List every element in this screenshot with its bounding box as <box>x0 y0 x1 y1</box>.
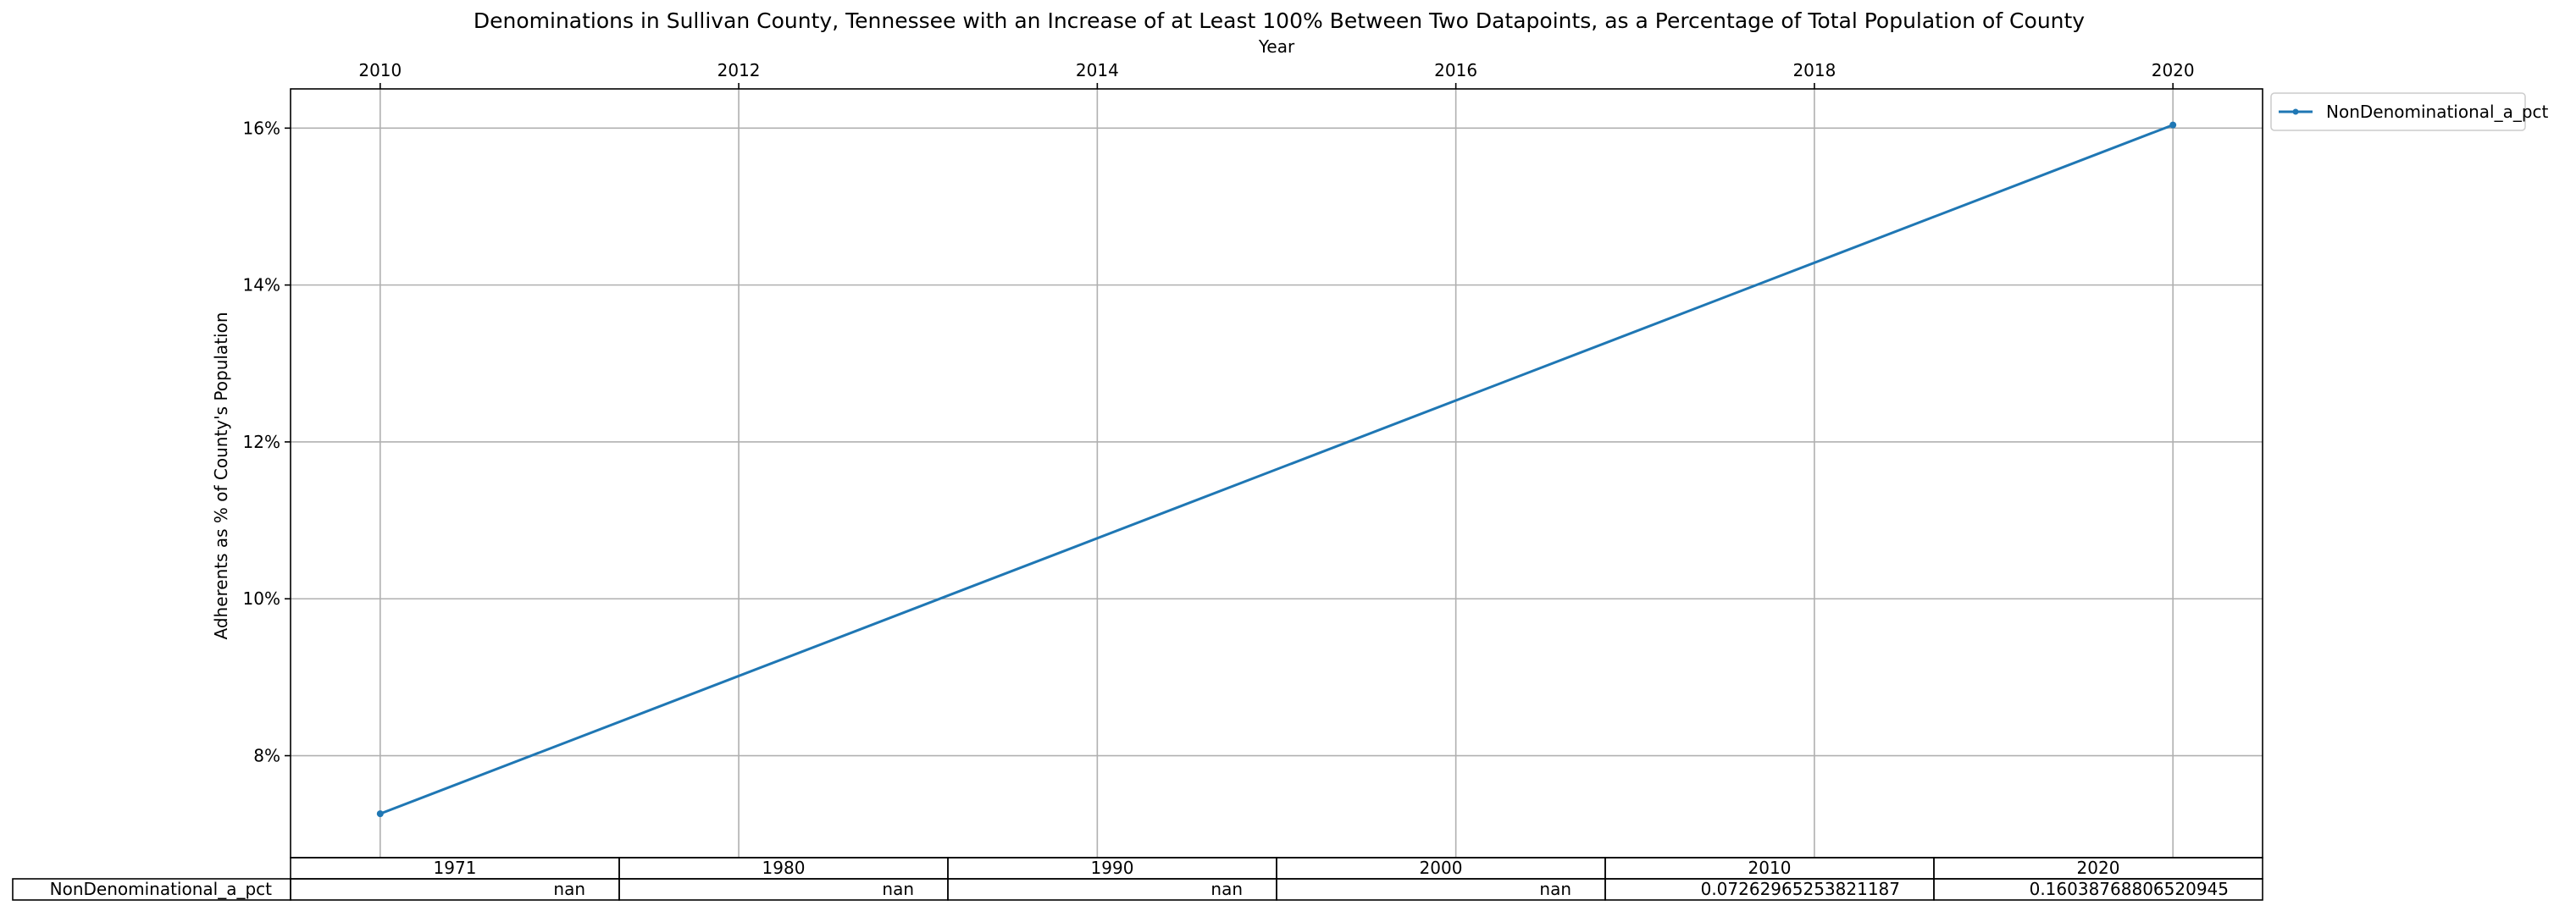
table-cell-value: nan <box>1210 879 1243 899</box>
table-column-header: 2000 <box>1420 858 1463 878</box>
y-axis-label: Adherents as % of County's Population <box>211 312 231 639</box>
table-row-label: NonDenominational_a_pct <box>50 879 273 899</box>
table-cell-value: nan <box>882 879 914 899</box>
table-column-header: 1980 <box>762 858 806 878</box>
y-tick-label: 10% <box>243 588 280 609</box>
table-column-header: 2020 <box>2077 858 2120 878</box>
table-column-header: 2010 <box>1748 858 1792 878</box>
data-series <box>376 121 2177 818</box>
x-tick-label: 2016 <box>1434 60 1477 80</box>
grid-lines <box>291 89 2263 858</box>
legend-label: NonDenominational_a_pct <box>2326 102 2549 122</box>
x-tick-label: 2012 <box>717 60 761 80</box>
table-column-header: 1990 <box>1091 858 1134 878</box>
table-cell-value: 0.16038768806520945 <box>2030 879 2229 899</box>
chart-title: Denominations in Sullivan County, Tennes… <box>474 8 2085 33</box>
x-tick-label: 2018 <box>1792 60 1836 80</box>
table-cell-value: 0.07262965253821187 <box>1701 879 1900 899</box>
data-point <box>376 810 384 818</box>
data-table: 1971 1980 1990 2000 2010 2020 NonDenominationa… <box>12 857 2263 901</box>
legend-box <box>2270 92 2526 131</box>
x-tick-label: 2010 <box>358 60 402 80</box>
x-tick-label: 2020 <box>2152 60 2195 80</box>
x-tick-label: 2014 <box>1076 60 1119 80</box>
table-cell-value: nan <box>553 879 585 899</box>
table-cell-value: nan <box>1539 879 1571 899</box>
data-point <box>2169 121 2177 129</box>
series-line <box>379 124 2174 815</box>
legend[interactable]: NonDenominational_a_pct <box>2270 92 2549 131</box>
table-column-header: 1971 <box>434 858 477 878</box>
y-tick-label: 16% <box>243 118 280 138</box>
y-tick-label: 14% <box>243 275 280 295</box>
y-tick-label: 8% <box>253 746 280 766</box>
y-tick-label: 12% <box>243 432 280 452</box>
x-axis-label: Year <box>1258 36 1295 57</box>
legend-marker-swatch <box>2292 108 2299 115</box>
table-cell <box>1933 878 2263 901</box>
axis-ticks: 2010 2012 2014 2016 2018 2020 8% 10% 12% 14% 16% <box>243 60 2195 766</box>
